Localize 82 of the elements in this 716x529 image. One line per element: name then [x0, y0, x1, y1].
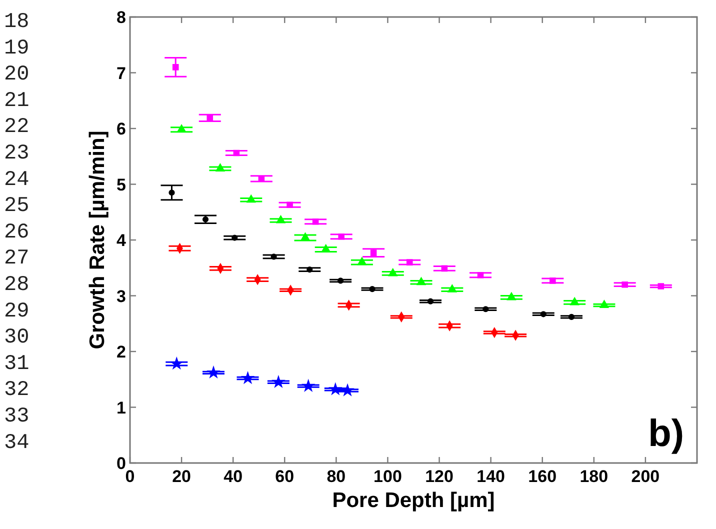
text: 33	[4, 406, 30, 428]
x-tick-label: 60	[275, 467, 294, 486]
point	[482, 306, 489, 312]
y-tick-label: 5	[116, 175, 126, 194]
point	[357, 257, 367, 266]
text: 23	[4, 142, 30, 166]
point	[276, 215, 286, 224]
point	[202, 216, 209, 222]
point	[272, 376, 285, 388]
x-tick-label: 120	[425, 467, 454, 486]
point	[622, 281, 628, 288]
y-tick-label: 0	[116, 454, 126, 473]
y-tick-label: 8	[116, 8, 126, 27]
point	[388, 268, 398, 276]
point	[176, 124, 186, 132]
point	[568, 314, 575, 320]
y-tick-label: 4	[116, 231, 127, 250]
point	[207, 366, 220, 378]
x-tick-label: 200	[631, 467, 660, 486]
point	[258, 176, 265, 182]
point	[427, 298, 434, 304]
point	[216, 163, 225, 172]
text: 27	[4, 248, 30, 271]
x-tick-label: 20	[172, 467, 192, 486]
text: 32	[4, 379, 30, 402]
x-tick-label: 100	[374, 467, 402, 486]
point	[506, 292, 516, 300]
point	[658, 283, 664, 290]
point	[206, 114, 214, 122]
point	[448, 284, 457, 292]
point	[172, 64, 179, 70]
y-tick-label: 2	[116, 342, 126, 362]
text: 26	[4, 221, 30, 244]
point	[369, 286, 376, 292]
text: 24	[4, 168, 30, 192]
text: 21	[4, 90, 30, 113]
point	[477, 272, 484, 278]
text: 18	[4, 11, 30, 34]
point	[329, 383, 342, 395]
point	[246, 194, 256, 203]
text: 19	[4, 37, 30, 60]
point	[168, 190, 175, 196]
x-tick-label: 180	[580, 467, 608, 486]
point	[540, 311, 546, 318]
point	[300, 232, 310, 241]
text: 25	[4, 195, 30, 218]
point	[338, 234, 344, 240]
point	[600, 300, 609, 308]
point	[406, 259, 413, 266]
point	[233, 150, 240, 156]
point	[242, 372, 254, 384]
y-tick-label: 6	[116, 120, 126, 138]
annotation: b)	[648, 413, 684, 455]
text: 20	[4, 64, 30, 87]
point	[306, 266, 313, 273]
y-tick-label: 7	[116, 64, 126, 83]
point	[270, 254, 277, 260]
text: 34	[4, 432, 30, 455]
text: 28	[4, 274, 30, 297]
point	[550, 278, 556, 284]
point	[370, 250, 377, 256]
x-axis-title: Pore Depth [µm]	[332, 489, 495, 512]
text: 22	[4, 116, 30, 140]
x-tick-label: 80	[326, 467, 346, 486]
point	[416, 277, 426, 286]
point	[312, 218, 319, 225]
x-tick-label: 40	[224, 467, 243, 486]
y-axis-title: Growth Rate [µm/min]	[86, 130, 109, 350]
point	[232, 234, 238, 241]
point	[441, 265, 448, 272]
point	[302, 380, 314, 392]
text: 29	[4, 300, 30, 324]
text: 30	[4, 326, 30, 350]
point	[170, 357, 183, 369]
text: 31	[4, 352, 30, 376]
x-tick-label: 140	[476, 467, 506, 486]
point	[286, 202, 293, 208]
point	[338, 278, 344, 284]
y-tick-label: 1	[116, 398, 126, 418]
y-tick-label: 3	[116, 286, 126, 306]
x-tick-label: 160	[528, 467, 557, 486]
point	[570, 297, 580, 306]
